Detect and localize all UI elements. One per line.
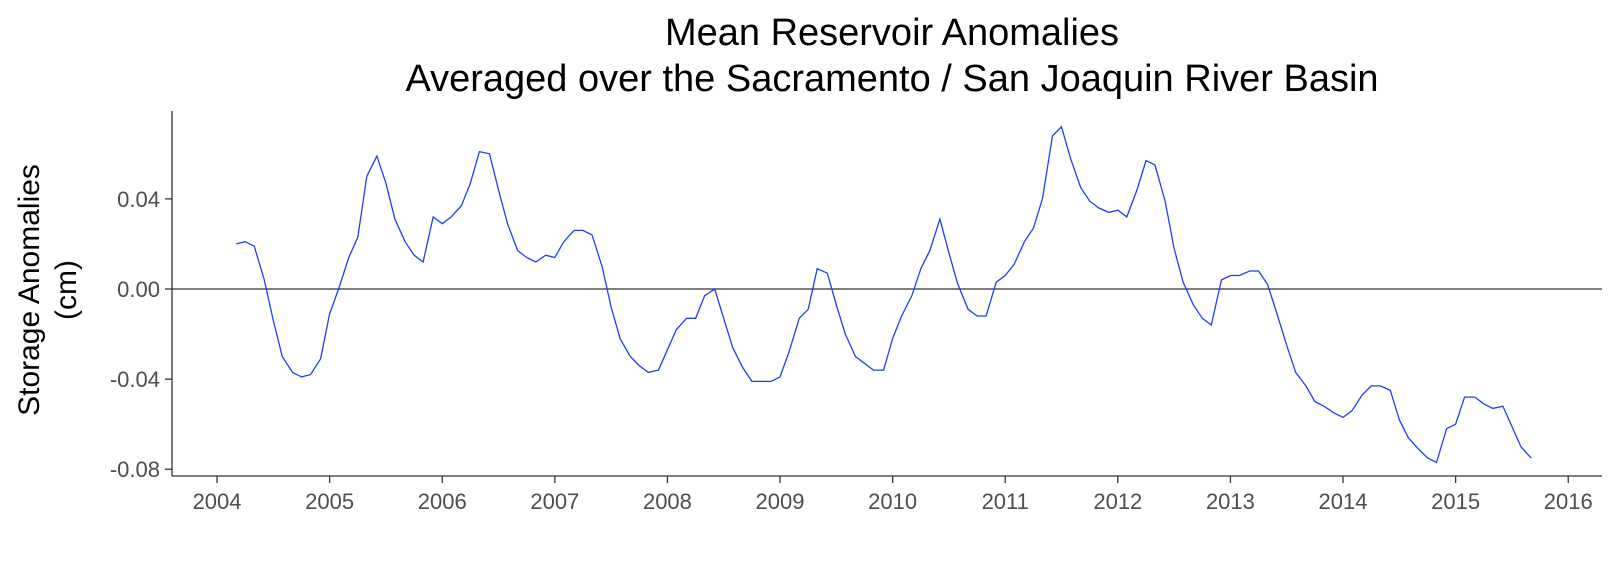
x-tick-label: 2016 bbox=[1544, 489, 1593, 514]
chart-title-line-2: Averaged over the Sacramento / San Joaqu… bbox=[405, 58, 1379, 100]
y-tick-label: -0.08 bbox=[110, 457, 160, 482]
y-axis-title: Storage Anomalies (cm) bbox=[13, 164, 83, 416]
x-tick-label: 2008 bbox=[643, 489, 692, 514]
x-tick-label: 2015 bbox=[1431, 489, 1480, 514]
chart-title: Mean Reservoir Anomalies Averaged over t… bbox=[170, 10, 1614, 102]
x-tick-label: 2011 bbox=[982, 489, 1029, 514]
y-axis-title-line-2: (cm) bbox=[50, 260, 83, 320]
y-tick-label: -0.04 bbox=[110, 367, 160, 392]
x-tick-label: 2009 bbox=[756, 489, 805, 514]
x-tick-label: 2010 bbox=[868, 489, 917, 514]
x-tick-label: 2012 bbox=[1093, 489, 1142, 514]
chart-title-line-1: Mean Reservoir Anomalies bbox=[664, 12, 1120, 54]
x-axis-ticks: 2004 2005 2006 2007 2008 2009 2010 2011 2012 2013… bbox=[193, 476, 1593, 514]
series-line-reservoir-anomalies bbox=[236, 125, 1532, 464]
y-tick-label: 0.04 bbox=[117, 187, 160, 212]
y-tick-label: 0.00 bbox=[117, 277, 160, 302]
y-axis-ticks: -0.08 -0.04 0.00 0.04 bbox=[110, 187, 172, 482]
x-tick-label: 2006 bbox=[418, 489, 467, 514]
x-tick-label: 2013 bbox=[1206, 489, 1255, 514]
x-tick-label: 2014 bbox=[1319, 489, 1368, 514]
y-axis-title-line-1: Storage Anomalies bbox=[13, 164, 46, 416]
x-tick-label: 2004 bbox=[193, 489, 242, 514]
x-tick-label: 2005 bbox=[305, 489, 354, 514]
x-tick-label: 2007 bbox=[530, 489, 579, 514]
